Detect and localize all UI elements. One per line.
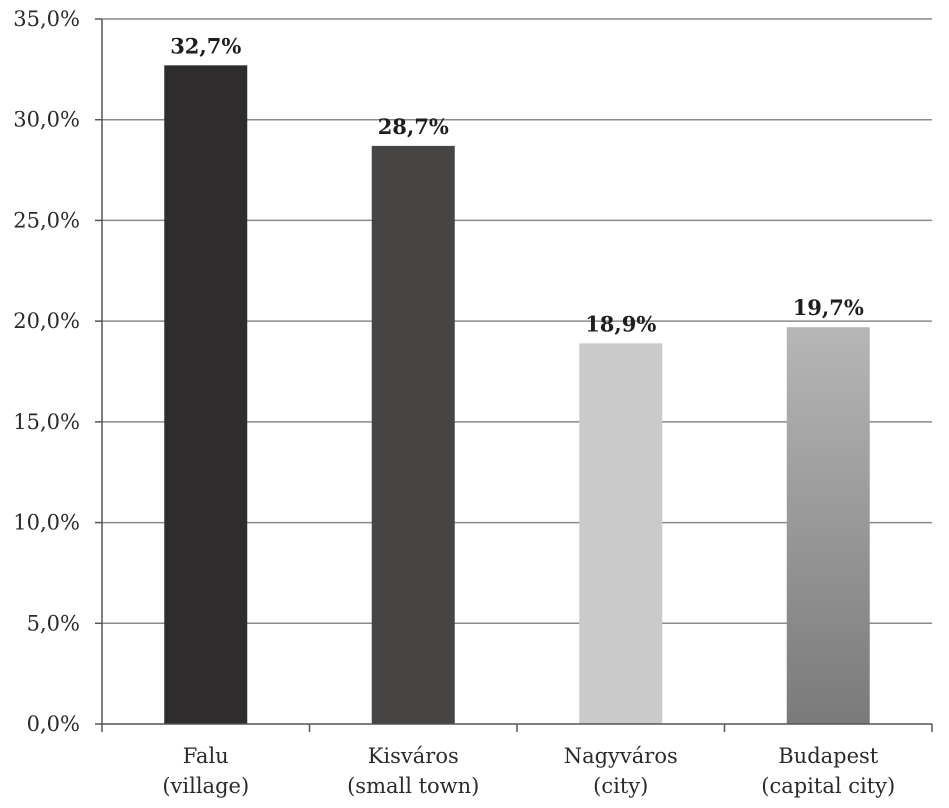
bar bbox=[786, 327, 870, 724]
x-category-label: (city) bbox=[593, 774, 648, 798]
x-category-label: (small town) bbox=[347, 774, 479, 798]
y-tick-label: 10,0% bbox=[13, 511, 80, 535]
y-tick-label: 5,0% bbox=[27, 611, 80, 635]
x-category-label: (capital city) bbox=[761, 774, 895, 798]
x-category-label: Falu bbox=[183, 744, 229, 768]
data-label: 28,7% bbox=[378, 114, 449, 139]
data-label: 19,7% bbox=[793, 295, 864, 320]
data-label: 32,7% bbox=[170, 33, 241, 58]
x-category-label: (village) bbox=[162, 774, 249, 798]
x-category-label: Nagyváros bbox=[564, 744, 678, 768]
data-label: 18,9% bbox=[585, 311, 656, 336]
bar bbox=[164, 65, 248, 725]
axes bbox=[95, 18, 933, 732]
bar bbox=[371, 145, 455, 724]
labels: 0,0% 5,0% 10,0% 15,0% 20,0% 25,0% 30,0% 35,0% 32… bbox=[13, 7, 895, 798]
y-tick-label: 15,0% bbox=[13, 410, 80, 434]
y-tick-label: 20,0% bbox=[13, 309, 80, 333]
x-category-label: Budapest bbox=[778, 744, 879, 768]
bars bbox=[164, 65, 870, 725]
y-tick-label: 0,0% bbox=[27, 712, 80, 736]
bar bbox=[579, 343, 663, 724]
y-tick-label: 30,0% bbox=[13, 108, 80, 132]
x-category-label: Kisváros bbox=[368, 744, 459, 768]
y-tick-label: 35,0% bbox=[13, 7, 80, 31]
y-tick-label: 25,0% bbox=[13, 208, 80, 232]
